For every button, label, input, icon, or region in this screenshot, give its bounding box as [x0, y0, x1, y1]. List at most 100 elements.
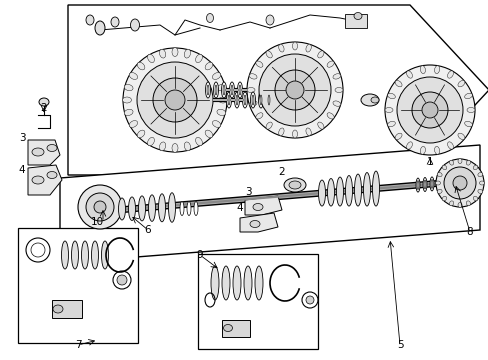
Ellipse shape	[244, 266, 251, 300]
Ellipse shape	[466, 160, 469, 165]
Ellipse shape	[229, 82, 234, 98]
Ellipse shape	[230, 85, 232, 95]
Ellipse shape	[32, 148, 44, 156]
Ellipse shape	[464, 93, 471, 99]
Ellipse shape	[406, 71, 411, 78]
Ellipse shape	[423, 180, 425, 189]
Ellipse shape	[447, 71, 452, 78]
Ellipse shape	[363, 172, 370, 206]
Bar	[345, 14, 366, 28]
Ellipse shape	[206, 14, 213, 23]
Ellipse shape	[448, 160, 453, 165]
Circle shape	[305, 296, 313, 304]
Ellipse shape	[249, 101, 257, 106]
Bar	[18, 228, 138, 343]
Ellipse shape	[236, 95, 238, 105]
Polygon shape	[240, 213, 278, 232]
Ellipse shape	[436, 172, 441, 177]
Ellipse shape	[472, 165, 477, 170]
Ellipse shape	[147, 54, 154, 63]
Ellipse shape	[184, 49, 190, 58]
Ellipse shape	[360, 94, 378, 106]
Ellipse shape	[217, 109, 225, 116]
Ellipse shape	[387, 121, 394, 127]
Ellipse shape	[345, 176, 352, 206]
Ellipse shape	[353, 13, 361, 19]
Ellipse shape	[254, 266, 263, 300]
Ellipse shape	[194, 202, 198, 216]
Ellipse shape	[318, 180, 325, 206]
Ellipse shape	[124, 85, 133, 91]
Ellipse shape	[138, 196, 145, 221]
Ellipse shape	[415, 178, 419, 192]
Ellipse shape	[159, 49, 165, 58]
Ellipse shape	[265, 15, 273, 25]
Ellipse shape	[292, 42, 297, 50]
Ellipse shape	[186, 202, 191, 216]
Circle shape	[421, 102, 437, 118]
Circle shape	[246, 42, 342, 138]
Text: 4: 4	[236, 203, 243, 213]
Ellipse shape	[260, 95, 262, 105]
Circle shape	[411, 92, 447, 128]
Ellipse shape	[420, 147, 425, 154]
Ellipse shape	[284, 178, 305, 192]
Ellipse shape	[53, 305, 63, 313]
Ellipse shape	[226, 92, 231, 108]
Ellipse shape	[435, 181, 440, 185]
Circle shape	[452, 176, 466, 190]
Ellipse shape	[477, 172, 482, 177]
Ellipse shape	[204, 130, 212, 138]
Ellipse shape	[447, 142, 452, 149]
Ellipse shape	[441, 165, 446, 170]
Polygon shape	[28, 165, 62, 195]
Circle shape	[86, 193, 114, 221]
Circle shape	[78, 185, 122, 229]
Ellipse shape	[39, 98, 49, 106]
Ellipse shape	[246, 87, 254, 93]
Text: 3: 3	[244, 187, 251, 197]
Ellipse shape	[384, 108, 392, 113]
Ellipse shape	[255, 61, 263, 67]
Circle shape	[137, 62, 213, 138]
Ellipse shape	[122, 97, 131, 103]
Ellipse shape	[249, 74, 257, 79]
Ellipse shape	[332, 74, 340, 79]
Text: 9: 9	[196, 250, 203, 260]
Ellipse shape	[457, 202, 461, 207]
Text: 2: 2	[41, 103, 47, 113]
Ellipse shape	[147, 138, 154, 146]
Ellipse shape	[464, 121, 471, 127]
Ellipse shape	[111, 17, 119, 27]
Ellipse shape	[237, 82, 242, 98]
Ellipse shape	[129, 121, 137, 127]
Circle shape	[259, 54, 330, 126]
Ellipse shape	[354, 174, 361, 206]
Ellipse shape	[420, 66, 425, 73]
Ellipse shape	[81, 241, 88, 269]
Ellipse shape	[457, 80, 464, 87]
Ellipse shape	[332, 101, 340, 106]
Text: 7: 7	[75, 340, 81, 350]
Ellipse shape	[242, 92, 247, 108]
Circle shape	[94, 201, 106, 213]
Ellipse shape	[234, 92, 239, 108]
Ellipse shape	[305, 128, 311, 136]
Ellipse shape	[86, 15, 94, 25]
Ellipse shape	[223, 85, 224, 95]
Ellipse shape	[430, 179, 432, 188]
Ellipse shape	[128, 197, 135, 220]
Bar	[198, 254, 317, 349]
Ellipse shape	[251, 95, 253, 105]
Text: 4: 4	[19, 165, 25, 175]
Text: 2: 2	[278, 167, 285, 177]
Ellipse shape	[210, 266, 219, 300]
Ellipse shape	[180, 202, 183, 216]
Ellipse shape	[204, 62, 212, 70]
Ellipse shape	[184, 142, 190, 151]
Ellipse shape	[305, 44, 311, 52]
Circle shape	[285, 81, 304, 99]
Ellipse shape	[466, 108, 474, 113]
Ellipse shape	[265, 122, 272, 129]
Ellipse shape	[479, 181, 484, 185]
